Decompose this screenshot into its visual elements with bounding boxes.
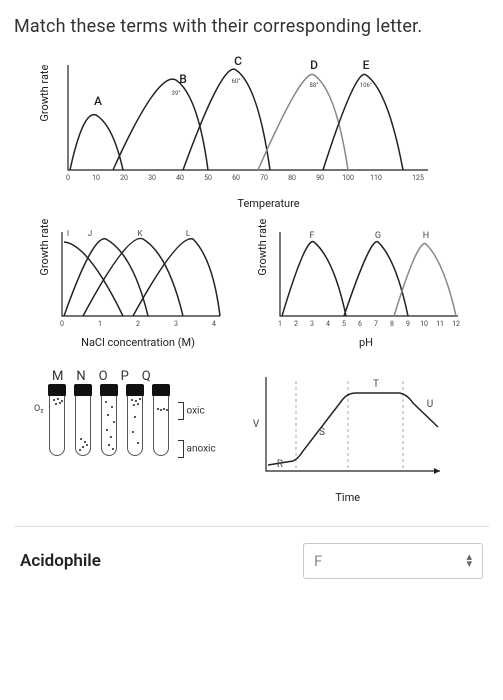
tubes-figure: M N O P Q O₂ <box>14 369 216 458</box>
svg-text:10: 10 <box>92 174 100 182</box>
o2-label: O₂ <box>34 404 44 414</box>
svg-text:10: 10 <box>420 320 428 328</box>
chevron-updown-icon: ▴▾ <box>466 554 472 567</box>
svg-text:4: 4 <box>212 320 216 328</box>
svg-text:100: 100 <box>342 174 354 182</box>
svg-text:125: 125 <box>412 174 424 182</box>
svg-text:J: J <box>88 229 92 238</box>
svg-text:50: 50 <box>204 174 212 182</box>
svg-text:S: S <box>319 427 325 438</box>
answer-select[interactable]: F ▴▾ <box>303 543 483 579</box>
svg-text:H: H <box>423 231 429 241</box>
temp-xlabel: Temperature <box>48 197 489 210</box>
tube-p <box>126 384 144 458</box>
svg-text:8: 8 <box>390 320 394 328</box>
answer-term: Acidophile <box>20 551 101 571</box>
svg-text:106°: 106° <box>360 82 372 89</box>
svg-text:4: 4 <box>326 320 330 328</box>
nacl-svg: 0 1 2 3 4 I J K L <box>48 224 228 334</box>
growth-svg: R S T U V <box>248 369 448 489</box>
nacl-ylabel: Growth rate <box>38 218 51 275</box>
chart-ph: Growth rate 1 2 3 4 5 6 7 8 9 10 11 12 <box>266 224 466 349</box>
temp-svg: 0 10 20 30 40 50 60 70 80 90 100 110 125… <box>48 55 438 195</box>
ph-xlabel: pH <box>266 336 466 349</box>
svg-text:60: 60 <box>232 174 240 182</box>
svg-text:88°: 88° <box>310 82 319 89</box>
growth-xlabel: Time <box>248 491 448 504</box>
chart-nacl: Growth rate 0 1 2 3 4 I J K L <box>48 224 228 349</box>
svg-text:I: I <box>67 229 69 238</box>
answer-selected-value: F <box>314 552 322 570</box>
svg-text:0: 0 <box>66 174 70 182</box>
svg-text:9: 9 <box>406 320 410 328</box>
svg-text:5: 5 <box>342 320 346 328</box>
svg-text:2: 2 <box>136 320 140 328</box>
tube-side-labels: oxic anoxic <box>178 384 216 458</box>
svg-text:G: G <box>375 231 381 241</box>
svg-text:U: U <box>426 399 432 410</box>
nacl-xlabel: NaCl concentration (M) <box>48 336 228 349</box>
curve-e-label: E <box>363 58 370 72</box>
svg-text:40: 40 <box>176 174 184 182</box>
question-text: Match these terms with their correspondi… <box>14 16 489 37</box>
svg-text:11: 11 <box>436 320 444 328</box>
chart-growth-curve: R S T U V Time <box>248 369 448 504</box>
curve-b-label: B <box>179 72 187 86</box>
tube-q <box>152 384 170 458</box>
svg-text:L: L <box>186 229 191 238</box>
svg-text:1: 1 <box>98 320 102 328</box>
svg-text:3: 3 <box>174 320 178 328</box>
svg-text:K: K <box>137 229 143 238</box>
svg-text:6: 6 <box>358 320 362 328</box>
svg-text:20: 20 <box>120 174 128 182</box>
ph-ylabel: Growth rate <box>256 218 269 275</box>
svg-text:80: 80 <box>288 174 296 182</box>
temp-xticks: 0 10 20 30 40 50 60 70 80 90 100 110 125 <box>66 174 424 182</box>
svg-text:70: 70 <box>260 174 268 182</box>
svg-text:110: 110 <box>370 174 382 182</box>
svg-text:30: 30 <box>148 174 156 182</box>
svg-text:T: T <box>373 379 379 390</box>
svg-text:V: V <box>253 419 260 430</box>
tube-n <box>74 384 92 458</box>
svg-text:1: 1 <box>278 320 282 328</box>
chart-temperature: Growth rate 0 10 20 30 40 50 60 70 80 90… <box>48 55 489 210</box>
svg-text:3: 3 <box>310 320 314 328</box>
svg-text:39°: 39° <box>172 90 181 97</box>
curve-d-label: D <box>310 58 318 72</box>
svg-text:F: F <box>310 231 315 241</box>
tube-o <box>100 384 118 458</box>
divider <box>14 526 489 527</box>
svg-text:2: 2 <box>294 320 298 328</box>
curve-a-label: A <box>94 94 102 108</box>
svg-text:R: R <box>277 459 283 470</box>
ph-svg: 1 2 3 4 5 6 7 8 9 10 11 12 F <box>266 224 466 334</box>
svg-text:60°: 60° <box>232 78 241 85</box>
svg-text:0: 0 <box>60 320 64 328</box>
svg-text:90: 90 <box>316 174 324 182</box>
answer-row: Acidophile F ▴▾ <box>14 543 489 579</box>
curve-c-label: C <box>234 55 242 68</box>
tube-labels: M N O P Q <box>14 369 216 384</box>
tube-m <box>48 384 66 458</box>
temp-ylabel: Growth rate <box>38 64 51 121</box>
figures: Growth rate 0 10 20 30 40 50 60 70 80 90… <box>14 55 489 504</box>
svg-text:12: 12 <box>452 320 460 328</box>
svg-text:7: 7 <box>374 320 378 328</box>
